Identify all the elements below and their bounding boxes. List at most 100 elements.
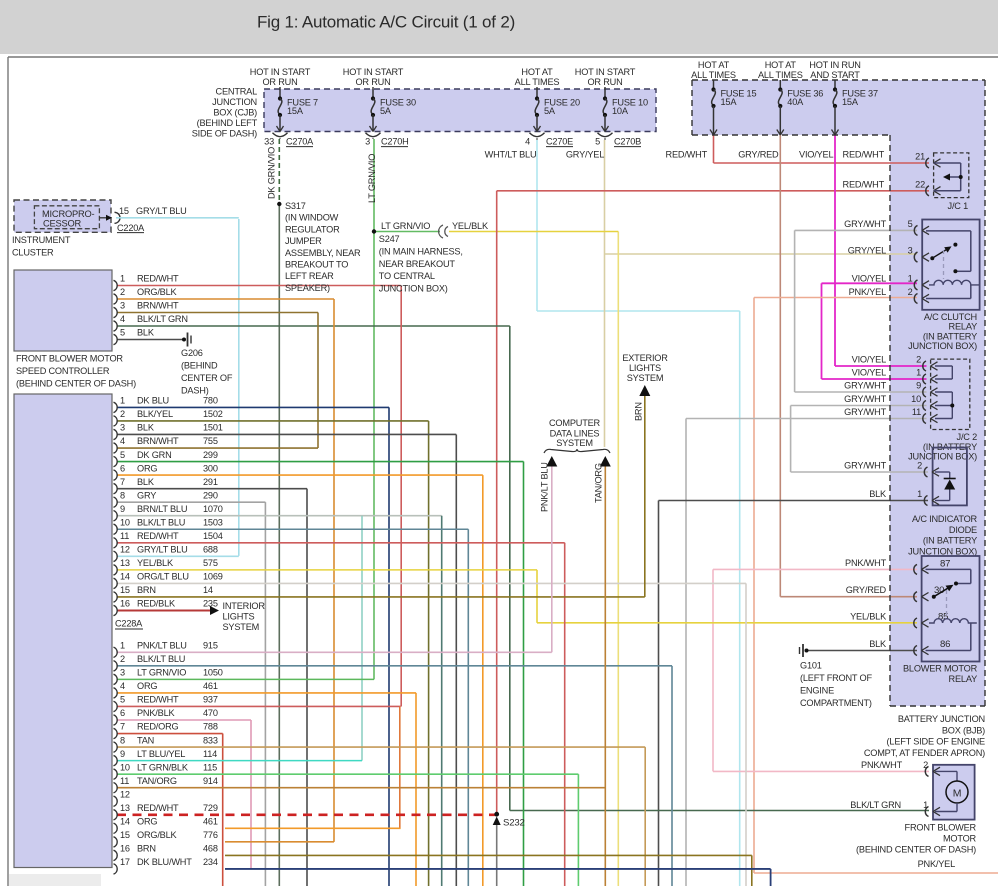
svg-text:755: 755 (203, 436, 218, 446)
svg-text:OR RUN: OR RUN (262, 77, 297, 87)
svg-text:PNK/BLK: PNK/BLK (137, 708, 175, 718)
svg-text:575: 575 (203, 558, 218, 568)
svg-text:776: 776 (203, 830, 218, 840)
svg-text:C228A: C228A (115, 619, 143, 629)
svg-text:J/C 2: J/C 2 (957, 432, 978, 442)
svg-text:YEL/BLK: YEL/BLK (850, 612, 887, 622)
svg-text:(BEHIND CENTER OF DASH): (BEHIND CENTER OF DASH) (16, 379, 136, 389)
svg-text:RED/WHT: RED/WHT (137, 695, 179, 705)
svg-text:1501: 1501 (203, 423, 223, 433)
svg-text:ORG: ORG (137, 463, 157, 473)
svg-text:5: 5 (595, 137, 600, 147)
svg-text:MOTOR: MOTOR (943, 834, 977, 844)
svg-text:DATA LINES: DATA LINES (550, 429, 600, 439)
svg-text:CENTER OF: CENTER OF (181, 373, 233, 383)
svg-text:2: 2 (120, 287, 125, 297)
svg-text:16: 16 (120, 844, 130, 854)
svg-text:5: 5 (908, 219, 913, 229)
svg-text:1050: 1050 (203, 668, 223, 678)
svg-text:235: 235 (203, 599, 218, 609)
svg-text:12: 12 (120, 545, 130, 555)
svg-text:RED/WHT: RED/WHT (666, 150, 708, 160)
svg-text:468: 468 (203, 844, 218, 854)
svg-text:(BEHIND LEFT: (BEHIND LEFT (197, 118, 258, 128)
svg-text:HOT IN RUN: HOT IN RUN (809, 60, 860, 70)
svg-text:GRY/RED: GRY/RED (846, 585, 887, 595)
svg-text:C270B: C270B (614, 137, 641, 147)
svg-text:85: 85 (938, 612, 948, 623)
svg-text:5: 5 (120, 695, 125, 705)
svg-text:2: 2 (917, 461, 922, 471)
svg-text:FRONT BLOWER MOTOR: FRONT BLOWER MOTOR (16, 354, 123, 364)
svg-text:PNK/LT BLU: PNK/LT BLU (137, 641, 187, 651)
svg-text:GRY/LT BLU: GRY/LT BLU (136, 206, 187, 216)
svg-text:688: 688 (203, 545, 218, 555)
svg-text:SYSTEM: SYSTEM (223, 622, 260, 632)
svg-text:RELAY: RELAY (949, 674, 978, 684)
svg-text:BOX (BJB): BOX (BJB) (942, 725, 985, 735)
svg-text:C270A: C270A (286, 137, 314, 147)
svg-text:SPEED CONTROLLER: SPEED CONTROLLER (16, 366, 110, 376)
svg-text:GRY/WHT: GRY/WHT (844, 219, 886, 229)
svg-text:5A: 5A (380, 106, 392, 116)
svg-text:HOT AT: HOT AT (521, 67, 553, 77)
svg-text:HOT IN START: HOT IN START (343, 67, 404, 77)
svg-text:SPEAKER): SPEAKER) (285, 283, 330, 293)
svg-text:937: 937 (203, 695, 218, 705)
svg-text:RELAY: RELAY (949, 322, 978, 332)
svg-text:DK BLU/WHT: DK BLU/WHT (137, 857, 192, 867)
svg-text:COMPUTER: COMPUTER (549, 418, 601, 428)
svg-text:ORG: ORG (137, 817, 157, 827)
svg-text:VIO/YEL: VIO/YEL (799, 150, 833, 160)
svg-text:13: 13 (120, 558, 130, 568)
svg-text:15A: 15A (842, 97, 859, 107)
svg-text:SIDE OF DASH): SIDE OF DASH) (192, 129, 257, 139)
svg-text:10: 10 (120, 517, 130, 527)
svg-text:C220A: C220A (117, 223, 145, 233)
svg-text:A/C CLUTCH: A/C CLUTCH (924, 312, 977, 322)
svg-text:RED/WHT: RED/WHT (137, 803, 179, 813)
svg-text:RED/ORG: RED/ORG (137, 722, 179, 732)
svg-text:11: 11 (120, 776, 129, 786)
svg-text:NEAR BREAKOUT: NEAR BREAKOUT (379, 259, 456, 269)
svg-text:ALL TIMES: ALL TIMES (691, 70, 736, 80)
svg-text:87: 87 (940, 559, 950, 570)
svg-text:1: 1 (923, 800, 928, 810)
svg-text:AND START: AND START (810, 70, 860, 80)
svg-text:234: 234 (203, 857, 218, 867)
svg-text:BLK/YEL: BLK/YEL (137, 409, 173, 419)
svg-text:GRY/RED: GRY/RED (738, 150, 779, 160)
svg-text:GRY/WHT: GRY/WHT (844, 407, 886, 417)
svg-text:G206: G206 (181, 348, 203, 358)
svg-text:DIODE: DIODE (949, 525, 977, 535)
svg-text:HOT IN START: HOT IN START (250, 67, 311, 77)
svg-text:40A: 40A (787, 97, 804, 107)
svg-text:2: 2 (916, 355, 921, 365)
svg-text:1069: 1069 (203, 572, 223, 582)
svg-text:30: 30 (934, 585, 944, 596)
svg-text:LT GRN/VIO: LT GRN/VIO (137, 668, 186, 678)
svg-text:PNK/YEL: PNK/YEL (849, 287, 886, 297)
svg-text:WHT/LT BLU: WHT/LT BLU (485, 150, 537, 160)
svg-text:10: 10 (911, 394, 921, 404)
svg-text:LIGHTS: LIGHTS (223, 612, 255, 622)
svg-text:REGULATOR: REGULATOR (285, 224, 340, 234)
svg-text:291: 291 (203, 477, 218, 487)
svg-text:BLK: BLK (869, 489, 887, 499)
svg-text:SYSTEM: SYSTEM (556, 438, 593, 448)
svg-text:Fig 1: Automatic A/C Circuit (: Fig 1: Automatic A/C Circuit (1 of 2) (257, 13, 515, 32)
svg-text:ASSEMBLY, NEAR: ASSEMBLY, NEAR (285, 248, 361, 258)
svg-text:BLK: BLK (137, 423, 155, 433)
svg-text:(BEHIND: (BEHIND (181, 361, 218, 371)
svg-text:15A: 15A (721, 97, 738, 107)
svg-text:LT GRN/VIO: LT GRN/VIO (367, 154, 377, 203)
svg-text:BLK/LT GRN: BLK/LT GRN (137, 314, 188, 324)
svg-text:BLK/LT GRN: BLK/LT GRN (850, 800, 901, 810)
svg-text:ORG/BLK: ORG/BLK (137, 830, 178, 840)
svg-text:S232: S232 (503, 818, 525, 829)
svg-text:TAN/ORG: TAN/ORG (137, 776, 177, 786)
svg-text:6: 6 (120, 463, 125, 473)
svg-text:G101: G101 (800, 661, 822, 671)
svg-text:780: 780 (203, 396, 218, 406)
svg-text:GRY/YEL: GRY/YEL (848, 246, 886, 256)
